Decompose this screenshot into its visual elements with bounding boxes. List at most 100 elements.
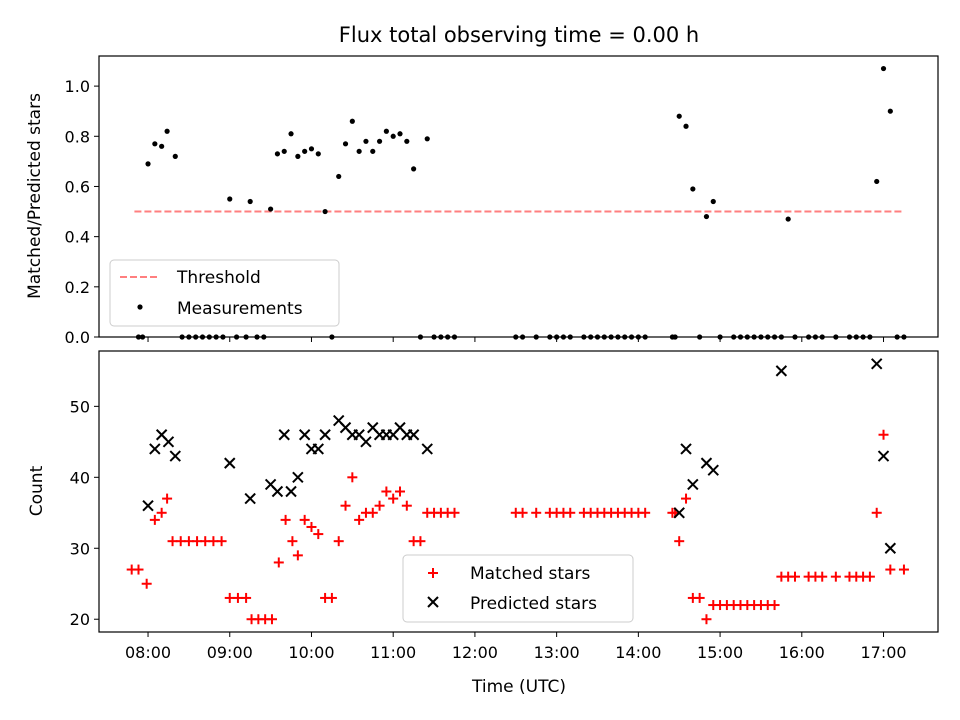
matched-stars-point <box>287 536 298 547</box>
measurement-point <box>268 206 274 212</box>
matched-stars-point <box>133 564 144 575</box>
measurement-point <box>710 198 716 205</box>
x-tick-label: 15:00 <box>697 643 743 662</box>
x-tick-label: 10:00 <box>288 643 334 662</box>
predicted-stars-point <box>319 429 331 441</box>
measurement-point <box>887 108 893 114</box>
measurements-legend-swatch <box>137 304 143 310</box>
matched-stars-point <box>141 578 152 589</box>
predicted-stars-point <box>285 485 297 498</box>
measurement-point <box>690 186 696 192</box>
measurement-point <box>336 173 342 180</box>
matched-stars-point <box>415 536 426 547</box>
matched-stars-point <box>374 500 385 511</box>
matched-stars-point <box>299 514 310 525</box>
matched-stars-point <box>149 514 160 525</box>
predicted-stars-point <box>877 450 890 462</box>
measurement-point <box>322 208 328 215</box>
measurement-point <box>356 148 362 154</box>
measurement-point <box>274 151 281 157</box>
predicted-stars-point <box>312 443 324 455</box>
bottom-legend-box <box>402 554 634 623</box>
threshold-legend-label: Threshold <box>176 268 261 288</box>
y-tick-label: 0.2 <box>65 278 90 297</box>
x-tick-label: 11:00 <box>370 643 416 662</box>
matched-stars-point <box>326 592 337 603</box>
bottom-legend: Matched stars Predicted stars <box>402 554 634 623</box>
x-tick-label: 13:00 <box>534 643 580 662</box>
measurement-point <box>164 128 170 134</box>
measurement-point <box>159 143 165 149</box>
matched-stars-point <box>333 536 344 547</box>
measurement-point <box>172 153 178 159</box>
measurements-legend-label: Measurements <box>177 299 303 319</box>
measurement-point <box>390 133 396 139</box>
matched-stars-point <box>162 493 173 504</box>
matched-stars-point <box>401 500 412 511</box>
bottom-x-ticks: 08:00 09:00 10:00 11:00 12:00 13:00 14:00 15:00… <box>125 632 907 662</box>
measurement-point <box>288 131 294 137</box>
measurement-point <box>404 138 410 144</box>
matched-stars-point <box>565 507 576 518</box>
measurement-point <box>315 151 321 157</box>
x-axis-label: Time (UTC) <box>471 677 566 697</box>
y-tick-label: 0.4 <box>65 228 90 247</box>
measurement-point <box>281 148 287 154</box>
bottom-y-axis-label: Count <box>27 465 47 516</box>
matched-stars-point <box>354 514 365 525</box>
y-tick-label: 20 <box>70 610 90 629</box>
predicted-stars-point <box>407 429 420 441</box>
matched-stars-point <box>395 486 406 497</box>
measurement-point <box>676 113 682 119</box>
y-tick-label: 50 <box>70 397 90 416</box>
predicted-stars-point <box>244 492 256 505</box>
matched-stars-point <box>517 507 528 518</box>
predicted-stars-point <box>224 457 236 469</box>
matched-stars-point <box>388 493 399 504</box>
predicted-stars-point <box>871 358 883 370</box>
matched-stars-point <box>367 507 378 518</box>
measurement-point <box>145 161 151 167</box>
predicted-stars-point <box>149 443 161 455</box>
matched-stars-point <box>878 429 889 440</box>
measurement-point <box>880 65 887 72</box>
matched-stars-point <box>769 600 780 611</box>
predicted-stars-point <box>707 464 719 476</box>
y-tick-label: 0.0 <box>65 328 90 347</box>
chart-title: Flux total observing time = 0.00 h <box>339 23 699 47</box>
measurement-point <box>342 141 349 147</box>
predicted-stars-point <box>680 443 692 455</box>
y-tick-label: 0.6 <box>65 177 90 196</box>
matched-stars-point <box>156 507 167 518</box>
matched-stars-point <box>898 564 909 575</box>
measurement-point <box>247 198 253 205</box>
predicted-stars-point <box>775 365 788 377</box>
predicted-stars-point <box>142 499 154 512</box>
matched-stars-point <box>674 536 685 547</box>
predicted-stars-point <box>271 485 284 498</box>
matched-stars-point <box>313 529 324 540</box>
matched-stars-point <box>273 557 284 568</box>
measurement-point <box>683 123 689 129</box>
top-y-ticks: 0.0 0.2 0.4 0.6 0.8 1.0 <box>65 77 99 347</box>
top-plot-frame <box>98 55 939 338</box>
measurement-point <box>227 196 233 202</box>
measurement-point <box>424 136 430 142</box>
matched-stars-point <box>340 500 351 511</box>
matched-stars-legend-label: Matched stars <box>470 564 590 584</box>
top-legend-box <box>109 259 340 327</box>
measurement-point <box>703 213 710 220</box>
measurement-point <box>308 146 315 152</box>
measurement-point <box>295 153 301 159</box>
predicted-stars-point <box>162 436 175 448</box>
matched-stars-point <box>241 592 252 603</box>
matched-stars-point <box>292 550 303 561</box>
top-y-axis-label: Matched/Predicted stars <box>25 93 45 299</box>
predicted-stars-point <box>292 471 304 484</box>
x-tick-label: 16:00 <box>779 643 825 662</box>
measurement-point <box>785 216 791 222</box>
measurement-point <box>152 141 158 147</box>
predicted-stars-point <box>278 429 290 441</box>
predicted-stars-point <box>673 507 685 519</box>
